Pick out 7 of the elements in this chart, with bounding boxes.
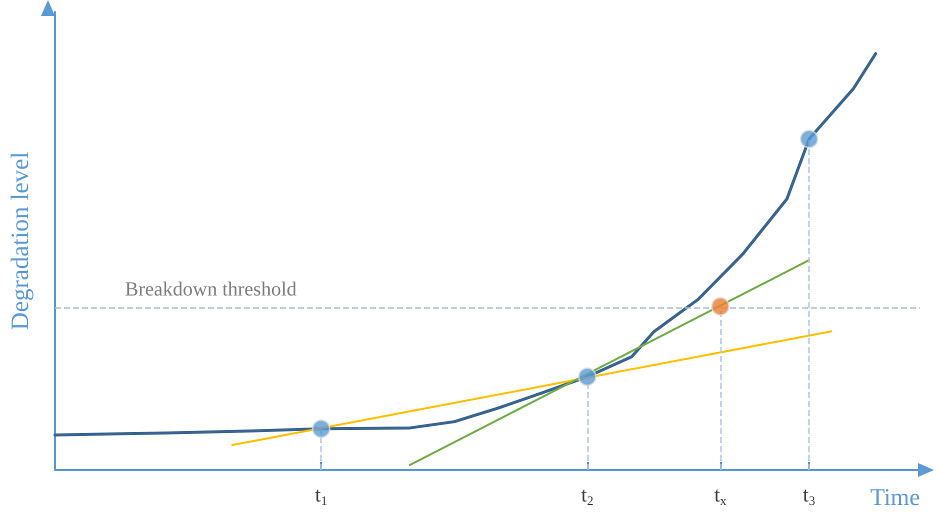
- x-axis-title: Time: [870, 485, 920, 511]
- ref-line-label: Breakdown threshold: [125, 278, 297, 301]
- point: [578, 367, 597, 386]
- y-axis-title: Degradation level: [7, 152, 34, 330]
- point: [800, 130, 818, 148]
- point: [711, 297, 730, 316]
- point: [312, 420, 330, 438]
